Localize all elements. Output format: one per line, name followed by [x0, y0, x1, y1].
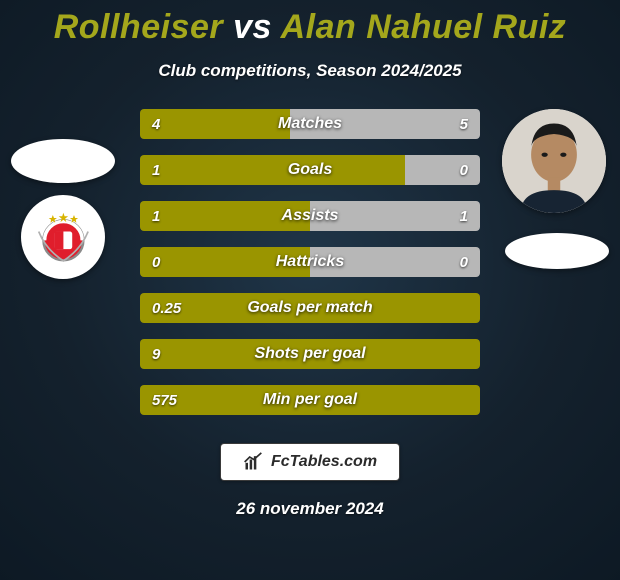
metric-row: 575Min per goal	[140, 385, 480, 415]
metric-row: 10Goals	[140, 155, 480, 185]
player-right-avatar	[502, 109, 606, 213]
metric-row: 0.25Goals per match	[140, 293, 480, 323]
date-label: 26 november 2024	[0, 499, 620, 519]
comparison-body: 45Matches10Goals11Assists00Hattricks0.25…	[0, 109, 620, 439]
metric-value-right: 0	[448, 155, 480, 185]
metric-row: 45Matches	[140, 109, 480, 139]
metric-value-left: 1	[140, 155, 172, 185]
player-right-club-crest	[505, 233, 609, 269]
metric-value-right: 0	[448, 247, 480, 277]
comparison-title: Rollheiser vs Alan Nahuel Ruiz	[0, 0, 620, 47]
metric-value-left: 1	[140, 201, 172, 231]
metric-value-right: 5	[448, 109, 480, 139]
player-left-column	[8, 109, 118, 279]
metric-row: 11Assists	[140, 201, 480, 231]
metric-value-right	[456, 339, 480, 369]
benfica-crest-icon	[34, 208, 93, 267]
metric-bar-left	[140, 385, 480, 415]
metric-value-left: 0.25	[140, 293, 193, 323]
metric-bar-left	[140, 155, 405, 185]
source-label: FcTables.com	[271, 453, 377, 471]
metric-row: 9Shots per goal	[140, 339, 480, 369]
metric-row: 00Hattricks	[140, 247, 480, 277]
player-right-column	[502, 109, 612, 269]
metric-value-left: 4	[140, 109, 172, 139]
metric-value-right: 1	[448, 201, 480, 231]
player-photo-icon	[502, 109, 606, 213]
metric-value-right	[456, 293, 480, 323]
player-left-club-crest	[21, 195, 105, 279]
metric-value-left: 0	[140, 247, 172, 277]
metric-value-right	[456, 385, 480, 415]
player-left-avatar	[11, 139, 115, 183]
metric-value-left: 9	[140, 339, 172, 369]
chart-icon	[243, 452, 263, 472]
source-badge[interactable]: FcTables.com	[220, 443, 400, 481]
metric-bars: 45Matches10Goals11Assists00Hattricks0.25…	[140, 109, 480, 431]
subtitle: Club competitions, Season 2024/2025	[0, 61, 620, 81]
metric-value-left: 575	[140, 385, 189, 415]
metric-bar-left	[140, 339, 480, 369]
